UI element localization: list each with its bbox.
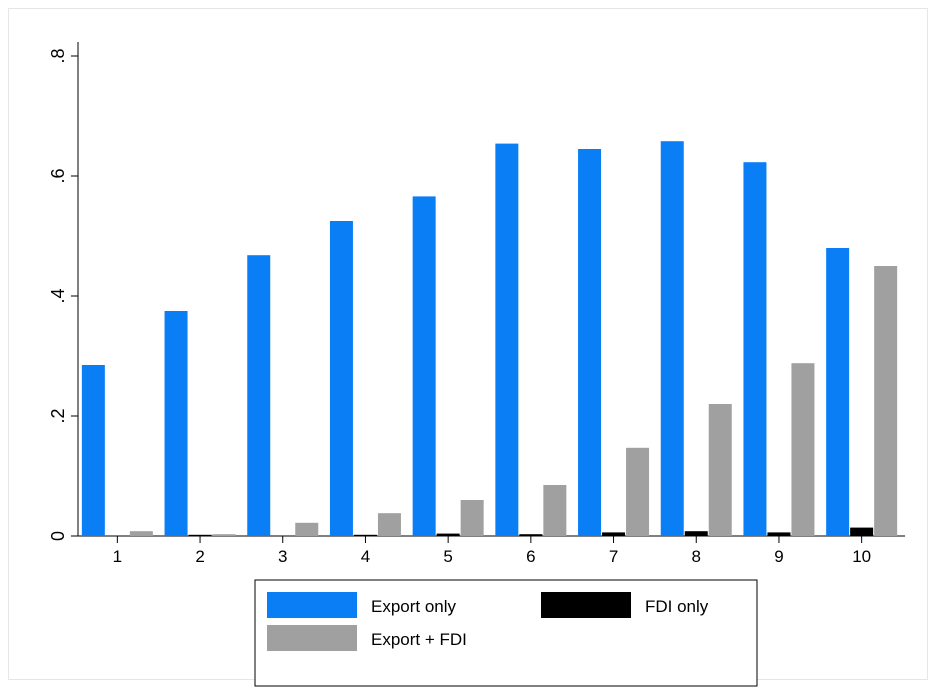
bar-export-fdi xyxy=(460,500,484,536)
bar-fdi-only xyxy=(767,532,791,536)
bar-fdi-only xyxy=(519,534,543,536)
bar-export-only xyxy=(495,143,519,536)
bar-export-only xyxy=(660,141,684,536)
bar-export-only xyxy=(743,162,767,536)
x-tick-label: 3 xyxy=(278,547,287,566)
bars xyxy=(81,141,898,536)
x-tick-label: 7 xyxy=(609,547,618,566)
x-tick-label: 2 xyxy=(195,547,204,566)
bar-fdi-only xyxy=(602,532,626,536)
legend-swatch-fdi-only xyxy=(541,592,631,618)
bar-fdi-only xyxy=(353,534,377,536)
bar-fdi-only xyxy=(684,531,708,536)
bar-export-fdi xyxy=(791,363,815,536)
y-tick-label: .4 xyxy=(48,288,68,303)
bar-export-only xyxy=(826,248,850,536)
legend-label-export-fdi: Export + FDI xyxy=(371,630,467,649)
legend-label-fdi-only: FDI only xyxy=(645,597,709,616)
y-tick-label: .6 xyxy=(48,168,68,183)
bar-fdi-only xyxy=(436,533,460,536)
y-tick-label: .2 xyxy=(48,408,68,423)
x-tick-label: 6 xyxy=(526,547,535,566)
x-tick-label: 8 xyxy=(692,547,701,566)
legend: Export only FDI only Export + FDI xyxy=(254,579,758,687)
y-tick-label: 0 xyxy=(48,531,68,541)
bar-export-fdi xyxy=(377,513,401,536)
x-tick-label: 9 xyxy=(774,547,783,566)
bar-export-only xyxy=(81,365,105,536)
bar-export-fdi xyxy=(874,266,898,536)
bar-fdi-only xyxy=(188,534,212,536)
bar-export-only xyxy=(247,255,271,536)
bar-export-only xyxy=(164,311,188,536)
x-tick-label: 10 xyxy=(852,547,871,566)
x-tick-label: 4 xyxy=(361,547,370,566)
bar-export-fdi xyxy=(708,404,732,536)
legend-swatch-export-only xyxy=(267,592,357,618)
bar-export-only xyxy=(578,149,602,536)
bar-export-only xyxy=(329,221,353,536)
y-tick-label: .8 xyxy=(48,48,68,63)
bar-export-fdi xyxy=(129,531,153,536)
x-tick-label: 5 xyxy=(443,547,452,566)
bar-export-only xyxy=(412,196,436,536)
bar-export-fdi xyxy=(212,534,236,536)
bar-export-fdi xyxy=(543,485,567,536)
chart-frame xyxy=(8,8,928,680)
bar-fdi-only xyxy=(850,527,874,536)
x-tick-label: 1 xyxy=(113,547,122,566)
legend-swatch-export-fdi xyxy=(267,625,357,651)
bar-export-fdi xyxy=(295,522,319,536)
bar-export-fdi xyxy=(626,447,650,536)
legend-label-export-only: Export only xyxy=(371,597,457,616)
